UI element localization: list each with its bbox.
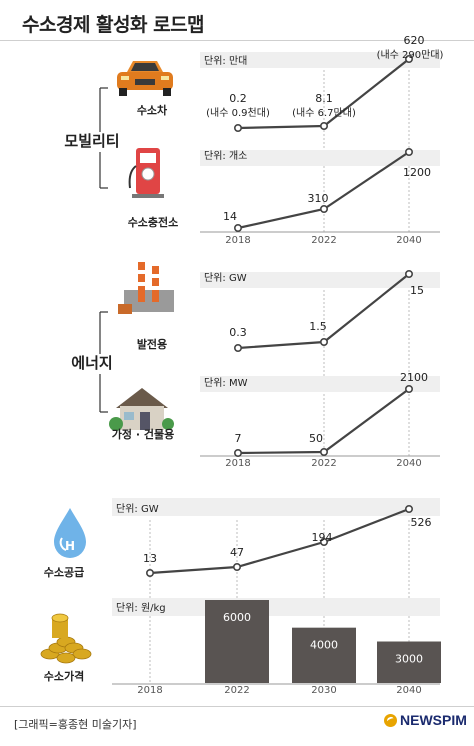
newspim-logo-text: NEWSPIM — [400, 712, 467, 728]
bar-value-label: 6000 — [223, 611, 251, 624]
data-label: 2100 — [400, 371, 428, 384]
data-point — [319, 447, 328, 456]
data-note: (내수 6.7만대) — [292, 107, 356, 119]
x-tick-label: 2040 — [396, 235, 421, 246]
icon-caption: 수소가격 — [44, 669, 84, 683]
title-divider — [0, 40, 474, 41]
icon-caption: 수소공급 — [44, 566, 84, 579]
chart-0-series: 단위: 만대 0.2 (내수 0.9천대) 8.1 (내수 6.7만대) 620 (내수 2… — [204, 34, 444, 133]
newspim-logo: NEWSPIM — [384, 712, 467, 728]
icon-caption: 수소충전소 — [128, 215, 179, 229]
charging-station-icon — [128, 148, 164, 198]
unit-label: 단위: MW — [204, 376, 248, 389]
data-point — [404, 269, 413, 278]
chart-4-series: 단위: GW 13 47 194 526 — [116, 502, 432, 577]
data-label: 1200 — [403, 166, 431, 179]
unit-band-house — [200, 376, 440, 392]
x-tick-label: 2022 — [311, 235, 336, 246]
unit-band-supply — [112, 498, 440, 516]
unit-label: 단위: GW — [204, 271, 247, 284]
data-label: 194 — [312, 531, 333, 544]
data-point — [404, 504, 413, 513]
price-bar — [205, 600, 269, 683]
data-note: (내수 290만대) — [377, 49, 444, 61]
data-point — [319, 205, 328, 214]
data-label: 0.3 — [229, 326, 247, 339]
page-title: 수소경제 활성화 로드맵 — [22, 14, 205, 36]
chart-1-series: 단위: 개소 14 310 1200 — [204, 148, 431, 233]
data-point — [146, 568, 155, 577]
price-bar — [292, 627, 356, 683]
group-mobility-label: 모빌리티 — [64, 132, 119, 150]
data-label: 7 — [235, 432, 242, 445]
price-bar — [377, 641, 441, 683]
data-point — [233, 562, 242, 571]
data-label: 13 — [143, 552, 157, 565]
car-icon — [117, 61, 173, 96]
x-tick-label: 2030 — [311, 685, 336, 696]
x-tick-label: 2040 — [396, 685, 421, 696]
data-label: 620 — [404, 34, 425, 47]
chart-5-bars: 단위: 원/kg 6000 4000 3000 — [116, 600, 441, 683]
data-label: 0.2 — [229, 92, 247, 105]
data-label: 50 — [309, 432, 323, 445]
data-point — [234, 124, 243, 133]
unit-label: 단위: 만대 — [204, 54, 247, 67]
data-label: 47 — [230, 546, 244, 559]
newspim-logo-icon — [384, 713, 397, 727]
unit-label: 단위: 개소 — [204, 149, 247, 162]
chart-3-series: 단위: MW 7 50 2100 — [204, 371, 428, 457]
bar-value-label: 3000 — [395, 653, 423, 666]
icon-caption: 수소차 — [137, 103, 168, 117]
icon-caption: 발전용 — [137, 337, 167, 351]
svg-text:H: H — [65, 539, 75, 553]
x-tick-label: 2018 — [137, 685, 162, 696]
data-point — [404, 54, 413, 63]
data-point — [234, 448, 243, 457]
house-icon — [109, 388, 174, 431]
footer-divider — [0, 706, 474, 707]
data-label: 310 — [308, 192, 329, 205]
data-note: (내수 0.9천대) — [206, 107, 270, 119]
x-tick-label: 2022 — [224, 685, 249, 696]
x-tick-label: 2018 — [225, 235, 250, 246]
series-line — [149, 507, 410, 575]
data-point — [319, 122, 328, 131]
data-point — [404, 384, 413, 393]
group-energy-label-bg — [52, 354, 148, 374]
data-label: 1.5 — [309, 320, 327, 333]
data-point — [234, 224, 243, 233]
unit-band-station — [200, 150, 440, 166]
data-point — [319, 337, 328, 346]
coins-icon — [40, 613, 92, 664]
data-label: 526 — [411, 516, 432, 529]
unit-label: 단위: 원/kg — [116, 601, 166, 614]
data-label: 8.1 — [315, 92, 333, 105]
icon-caption: 가정 · 건물용 — [112, 427, 174, 441]
chart-2-series: 단위: GW 0.3 1.5 15 — [204, 269, 424, 352]
data-label: 14 — [223, 210, 237, 223]
bar-value-label: 4000 — [310, 639, 338, 652]
water-drop-icon: H — [54, 508, 86, 558]
group-mobility-label-bg — [52, 132, 148, 152]
unit-label: 단위: GW — [116, 502, 159, 515]
power-plant-icon — [118, 262, 174, 314]
x-tick-label: 2040 — [396, 458, 421, 469]
data-label: 15 — [410, 284, 424, 297]
graphic-credit: [그래픽=홍종현 미술기자] — [14, 718, 137, 731]
data-point — [319, 537, 328, 546]
data-point — [404, 148, 413, 157]
unit-band-car — [200, 52, 440, 68]
data-point — [234, 343, 243, 352]
group-energy-label: 에너지 — [71, 354, 112, 372]
x-tick-label: 2018 — [225, 458, 250, 469]
unit-band-price — [112, 598, 440, 616]
unit-band-power — [200, 272, 440, 288]
x-tick-label: 2022 — [311, 458, 336, 469]
